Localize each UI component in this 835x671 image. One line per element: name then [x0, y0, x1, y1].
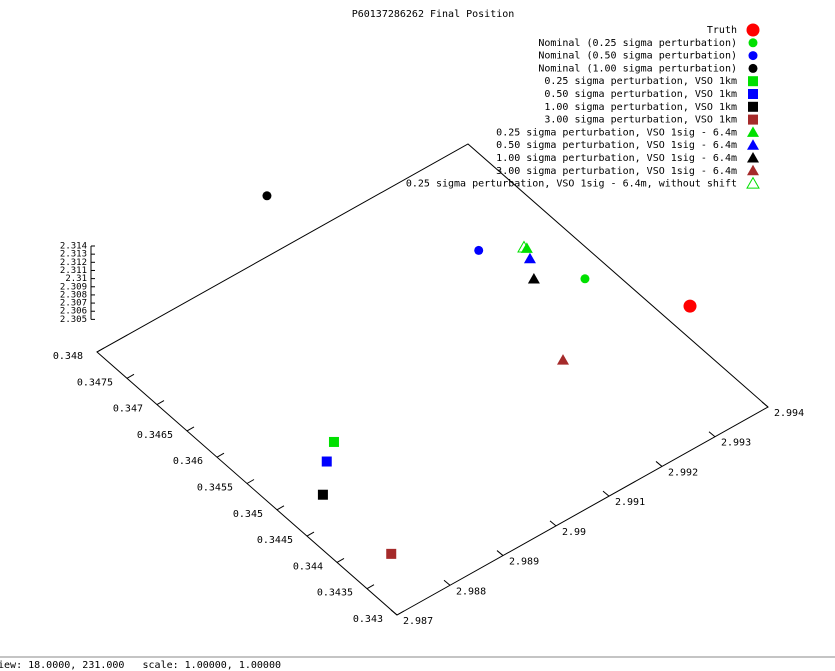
x-tick: [549, 520, 557, 527]
z-tick-label: 2.313: [60, 250, 87, 260]
x-tick: [602, 490, 610, 497]
legend-marker: [747, 139, 759, 150]
legend-label: Truth: [707, 25, 737, 36]
x-tick: [708, 431, 716, 438]
legend-marker: [747, 126, 759, 137]
legend-label: Nominal (1.00 sigma perturbation): [538, 63, 737, 74]
y-tick-label: 0.345: [233, 509, 263, 520]
legend-label: 0.50 sigma perturbation, VSO 1km: [544, 89, 737, 100]
point: [520, 242, 533, 253]
y-tick: [276, 505, 285, 511]
y-tick-label: 0.343: [353, 614, 383, 625]
point: [262, 191, 272, 201]
point: [523, 252, 536, 264]
y-tick: [126, 373, 135, 379]
legend-label: 0.25 sigma perturbation, VSO 1km: [544, 76, 737, 87]
y-tick: [186, 426, 195, 432]
point: [386, 548, 397, 559]
legend-marker: [747, 164, 759, 176]
point: [557, 354, 569, 365]
point: [317, 489, 328, 500]
legend-label: 1.00 sigma perturbation, VSO 1sig - 6.4m: [496, 153, 737, 164]
base-frame: [96, 143, 769, 616]
z-tick-label: 2.31: [65, 274, 87, 284]
x-tick-label: 2.994: [774, 408, 804, 419]
y-tick-label: 0.346: [173, 456, 203, 467]
x-tick-label: 2.992: [668, 467, 698, 478]
y-tick: [246, 479, 255, 484]
x-tick: [443, 579, 451, 586]
legend-marker: [748, 101, 758, 112]
x-tick-label: 2.988: [456, 586, 486, 597]
legend-label: Nominal (0.50 sigma perturbation): [538, 51, 737, 62]
z-tick-label: 2.314: [60, 242, 87, 252]
z-tick-label: 2.306: [60, 307, 87, 317]
y-tick: [156, 400, 165, 406]
point: [321, 456, 332, 467]
legend-marker: [746, 176, 760, 189]
legend-label: 3.00 sigma perturbation, VSO 1sig - 6.4m: [496, 166, 737, 177]
legend-label: 3.00 sigma perturbation, VSO 1km: [544, 115, 737, 126]
y-tick: [366, 584, 375, 590]
x-tick-label: 2.99: [562, 527, 586, 538]
legend-label: 1.00 sigma perturbation, VSO 1km: [544, 102, 737, 113]
y-tick: [216, 452, 225, 458]
point: [527, 272, 540, 284]
point: [683, 299, 697, 313]
legend-label: 0.25 sigma perturbation, VSO 1sig - 6.4m…: [406, 179, 737, 190]
y-tick-label: 0.3465: [137, 430, 173, 441]
y-tick: [336, 557, 345, 563]
legend-marker: [748, 76, 758, 87]
legend-marker: [748, 114, 758, 125]
legend-marker: [747, 152, 759, 163]
y-tick-label: 0.3435: [317, 588, 353, 599]
y-tick: [96, 347, 105, 353]
y-tick-label: 0.344: [293, 561, 323, 572]
z-tick-label: 2.307: [60, 299, 87, 309]
point: [580, 274, 590, 284]
x-tick-label: 2.993: [721, 438, 751, 449]
x-tick-label: 2.991: [615, 497, 645, 508]
x-tick: [761, 401, 769, 408]
x-tick: [655, 461, 663, 467]
legend-marker: [748, 89, 758, 99]
legend-marker: [748, 63, 758, 73]
y-tick-label: 0.3475: [77, 377, 113, 388]
y-tick-label: 0.348: [53, 351, 83, 362]
legend-marker: [748, 51, 758, 61]
x-tick-label: 2.989: [509, 557, 539, 568]
z-tick-label: 2.305: [60, 315, 87, 325]
y-tick-label: 0.3445: [257, 535, 293, 546]
x-tick-label: 2.987: [403, 616, 433, 627]
y-tick: [396, 610, 405, 616]
z-tick-label: 2.309: [60, 282, 87, 292]
legend-label: 0.25 sigma perturbation, VSO 1sig - 6.4m: [496, 127, 737, 138]
z-tick-label: 2.311: [60, 266, 87, 276]
y-tick-label: 0.347: [113, 404, 143, 415]
z-tick-label: 2.308: [60, 290, 87, 300]
y-tick: [306, 531, 315, 537]
legend-marker: [748, 38, 758, 48]
legend-label: 0.50 sigma perturbation, VSO 1sig - 6.4m: [496, 140, 737, 151]
chart-title: P60137286262 Final Position: [352, 9, 515, 20]
legend-label: Nominal (0.25 sigma perturbation): [538, 38, 737, 49]
x-tick: [390, 609, 398, 616]
point: [517, 240, 531, 253]
z-tick-label: 2.312: [60, 258, 87, 268]
legend-marker: [746, 23, 760, 37]
point: [328, 436, 339, 447]
x-tick: [496, 550, 504, 556]
point: [474, 245, 484, 255]
y-tick-label: 0.3455: [197, 483, 233, 494]
status-bar: view: 18.0000, 231.000 scale: 1.00000, 1…: [0, 660, 281, 671]
